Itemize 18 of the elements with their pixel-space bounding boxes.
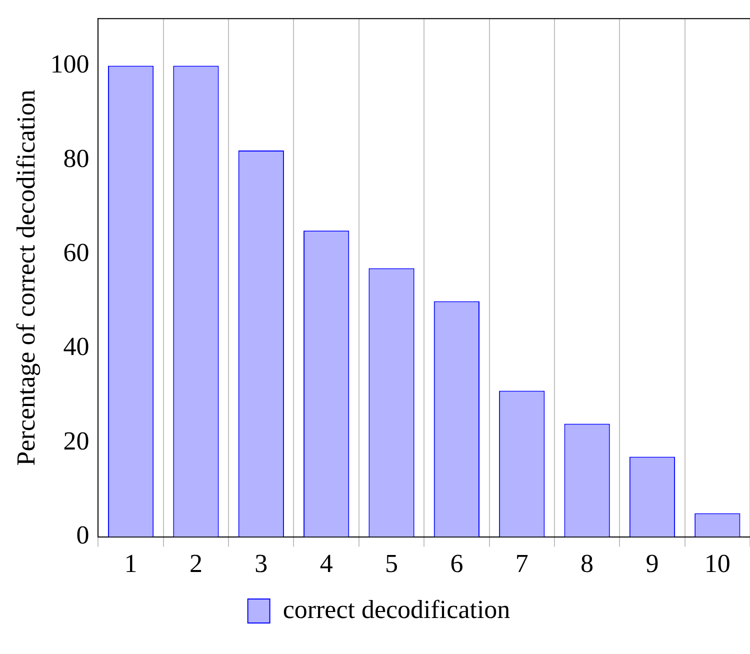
y-tick-label: 0 bbox=[76, 520, 90, 550]
y-tick-label: 60 bbox=[63, 238, 90, 267]
x-tick-label: 2 bbox=[189, 549, 202, 578]
x-tick-label: 7 bbox=[515, 549, 528, 578]
x-tick-label: 4 bbox=[320, 549, 333, 578]
legend-label: correct decodification bbox=[282, 594, 510, 624]
x-tick-label: 8 bbox=[580, 549, 594, 578]
y-tick-label: 40 bbox=[63, 332, 90, 362]
y-tick-label: 80 bbox=[63, 144, 90, 173]
x-tick-label: 6 bbox=[450, 549, 464, 578]
x-tick-label: 3 bbox=[254, 549, 268, 578]
y-tick-label: 20 bbox=[63, 426, 90, 456]
x-tick-label: 10 bbox=[704, 549, 730, 578]
y-axis-title: Percentage of correct decodification bbox=[11, 90, 40, 466]
x-tick-label: 5 bbox=[385, 549, 398, 578]
x-tick-label: 9 bbox=[646, 549, 659, 578]
x-tick-label: 1 bbox=[124, 549, 138, 578]
y-tick-label: 100 bbox=[50, 50, 90, 79]
